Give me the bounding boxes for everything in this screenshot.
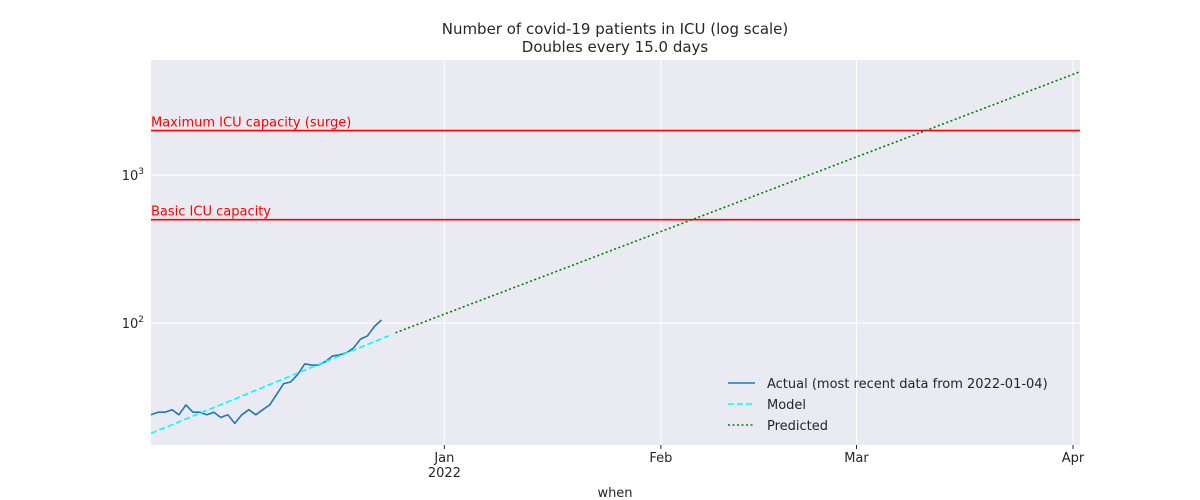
reference-lines: Maximum ICU capacity (surge) Basic ICU ca…: [151, 116, 1080, 221]
legend-label: Predicted: [767, 419, 828, 434]
series-line-dashed: [150, 335, 389, 435]
chart-subtitle: Doubles every 15.0 days: [522, 38, 709, 56]
x-tick-label: Apr: [1062, 451, 1085, 466]
series-line-dotted: [395, 70, 1081, 334]
legend-label: Model: [767, 398, 806, 413]
y-axis-ticks: 102 103: [122, 167, 144, 332]
series-lines: [150, 70, 1081, 435]
plot-area: [151, 60, 1080, 445]
x-tick-label: Feb: [649, 451, 672, 466]
reference-line-label: Basic ICU capacity: [151, 205, 271, 220]
legend-label: Actual (most recent data from 2022-01-04…: [767, 377, 1048, 392]
reference-line-label: Maximum ICU capacity (surge): [151, 116, 351, 131]
x-axis-label: when: [597, 486, 632, 500]
x-tick-sublabel: 2022: [428, 466, 461, 481]
chart-title: Number of covid-19 patients in ICU (log …: [442, 20, 789, 38]
gridlines: [151, 60, 1080, 445]
x-tick-label: Mar: [844, 451, 869, 466]
y-tick-label: 103: [122, 167, 144, 184]
x-tick-label: Jan: [433, 451, 454, 466]
y-tick-label: 102: [122, 315, 144, 332]
legend: Actual (most recent data from 2022-01-04…: [728, 377, 1048, 434]
